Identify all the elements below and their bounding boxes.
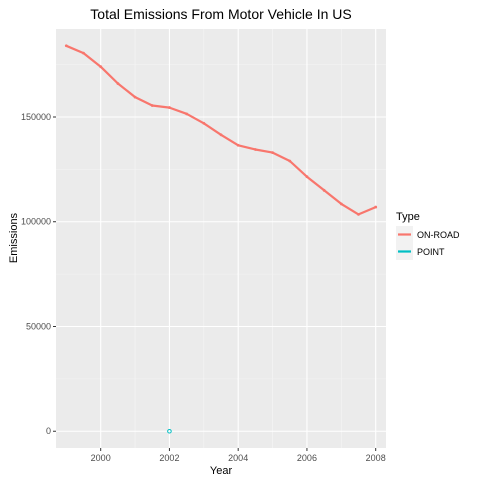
chart-title: Total Emissions From Motor Vehicle In US [90,6,351,22]
y-tick-label: 150000 [21,112,51,122]
data-point-on-road [150,104,154,107]
data-point-on-road [219,133,223,137]
legend-label: ON-ROAD [417,230,460,240]
data-point-on-road [339,202,343,206]
y-tick-label: 100000 [21,217,51,227]
x-tick-label: 2006 [297,453,317,463]
y-axis-title: Emissions [8,212,20,263]
x-tick-label: 2004 [228,453,248,463]
x-axis-title: Year [210,465,233,477]
data-point-on-road [202,121,206,125]
data-point-on-road [236,143,240,147]
x-tick-label: 2002 [159,453,179,463]
data-point-on-road [253,148,257,151]
legend-items: ON-ROAD POINT [396,226,460,260]
y-axis: 0 50000 100000 150000 [21,112,56,436]
data-point-on-road [185,112,189,116]
data-point-on-road [116,82,120,85]
plot-panel [56,29,386,448]
legend-label: POINT [417,247,445,257]
legend-title: Type [396,211,420,223]
data-point-on-road [99,65,103,69]
data-point-point [167,428,172,434]
grid-minor [56,29,386,448]
legend: Type ON-ROAD POINT [396,211,460,260]
data-point-on-road [322,188,326,192]
data-point-on-road [271,151,274,155]
data-point-on-road [64,44,68,48]
x-tick-label: 2000 [91,453,111,463]
data-point-on-road [288,159,292,163]
x-tick-label: 2008 [366,453,386,463]
series-layer [64,44,378,434]
grid-major [56,29,386,448]
x-axis: 2000 2002 2004 2006 2008 [91,448,386,463]
data-point-on-road [305,175,309,179]
data-point-on-road [82,51,85,55]
y-tick-label: 50000 [26,321,51,331]
data-point-on-road [133,95,137,99]
y-tick-label: 0 [46,426,51,436]
data-point-on-road [357,213,360,216]
data-point-on-road [168,106,171,109]
data-point-on-road [374,205,378,209]
